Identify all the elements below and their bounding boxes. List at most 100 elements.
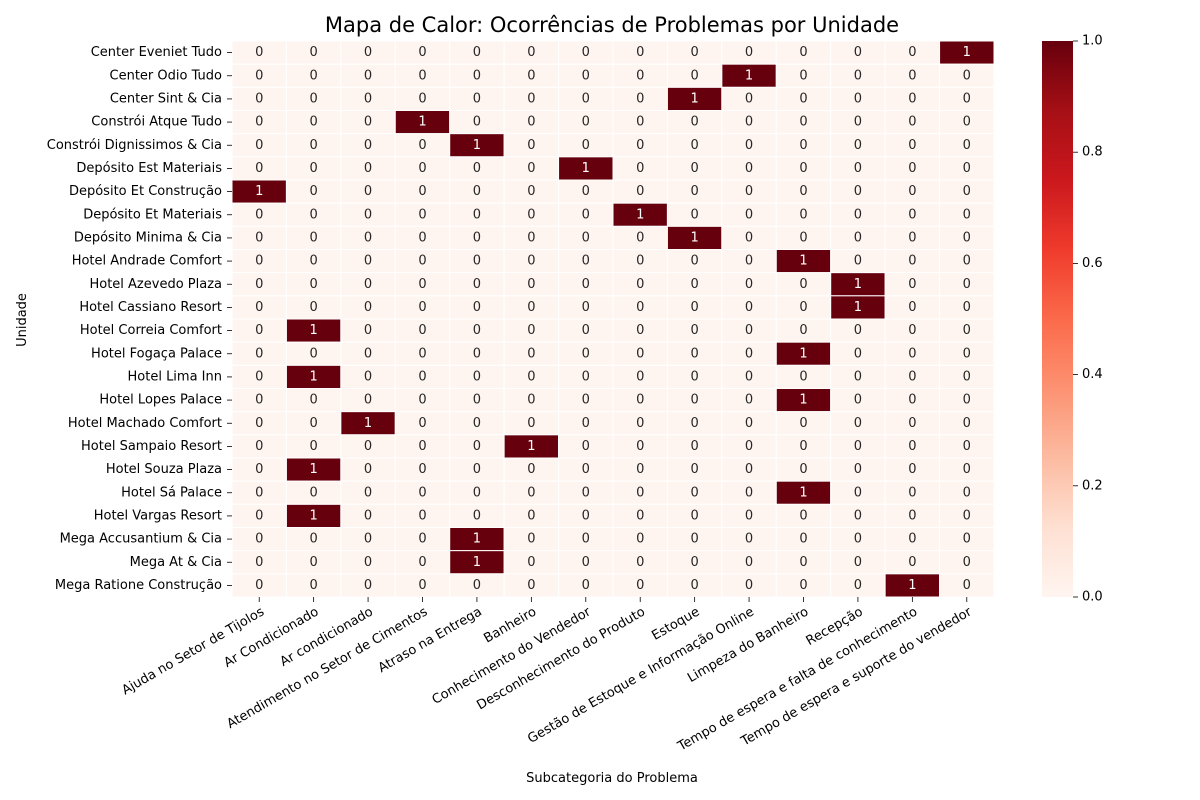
cell-value-label: 0	[527, 555, 535, 570]
cell-value-label: 0	[418, 578, 426, 593]
cell-value-label: 0	[908, 91, 916, 106]
cell-value-label: 0	[799, 207, 807, 222]
cell-value-label: 0	[527, 508, 535, 523]
cell-value-label: 0	[691, 508, 699, 523]
cell-value-label: 0	[310, 45, 318, 60]
colorbar-tick-label: 0.8	[1082, 145, 1103, 160]
cell-value-label: 0	[854, 91, 862, 106]
cell-value-label: 0	[418, 300, 426, 315]
cell-value-label: 0	[908, 462, 916, 477]
cell-value-label: 0	[854, 68, 862, 83]
cell-value-label: 0	[582, 578, 590, 593]
cell-value-label: 0	[908, 184, 916, 199]
cell-value-label: 0	[310, 91, 318, 106]
y-tick-label: Hotel Correia Comfort	[80, 323, 222, 338]
cell-value-label: 0	[908, 254, 916, 269]
chart-title: Mapa de Calor: Ocorrências de Problemas …	[325, 13, 899, 37]
cell-value-label: 0	[799, 161, 807, 176]
cell-value-label: 0	[963, 230, 971, 245]
cell-value-label: 0	[582, 68, 590, 83]
cell-value-label: 0	[473, 485, 481, 500]
cell-value-label: 0	[364, 91, 372, 106]
cell-value-label: 1	[854, 300, 862, 315]
cell-value-label: 0	[418, 91, 426, 106]
cell-value-label: 0	[908, 115, 916, 130]
cell-value-label: 0	[908, 346, 916, 361]
cell-value-label: 0	[854, 439, 862, 454]
cell-value-label: 0	[691, 45, 699, 60]
cell-value-label: 0	[582, 555, 590, 570]
cell-value-label: 0	[527, 45, 535, 60]
cell-value-label: 0	[854, 207, 862, 222]
cell-value-label: 0	[582, 462, 590, 477]
y-tick-label: Hotel Lima Inn	[128, 369, 223, 384]
cell-value-label: 0	[310, 68, 318, 83]
cell-value-label: 0	[582, 393, 590, 408]
cell-value-label: 0	[691, 68, 699, 83]
cell-value-label: 0	[310, 578, 318, 593]
cell-value-label: 0	[963, 393, 971, 408]
cell-value-label: 0	[527, 207, 535, 222]
cell-value-label: 0	[473, 115, 481, 130]
cell-value-label: 1	[691, 230, 699, 245]
cell-value-label: 0	[582, 115, 590, 130]
y-tick-label: Hotel Machado Comfort	[68, 416, 222, 431]
cell-value-label: 0	[691, 277, 699, 292]
cell-value-label: 0	[745, 254, 753, 269]
cell-value-label: 0	[963, 115, 971, 130]
cell-value-label: 0	[636, 462, 644, 477]
cell-value-label: 0	[908, 138, 916, 153]
cell-value-label: 1	[310, 369, 318, 384]
cell-value-label: 0	[963, 462, 971, 477]
cell-value-label: 0	[636, 230, 644, 245]
cell-value-label: 0	[745, 578, 753, 593]
cell-value-label: 0	[799, 462, 807, 477]
cell-value-label: 0	[963, 300, 971, 315]
cell-value-label: 0	[691, 485, 699, 500]
cell-value-label: 0	[799, 323, 807, 338]
cell-value-label: 1	[418, 115, 426, 130]
cell-value-label: 0	[527, 346, 535, 361]
cell-value-label: 0	[418, 254, 426, 269]
y-tick-label: Depósito Est Materiais	[76, 161, 222, 176]
cell-value-label: 0	[691, 462, 699, 477]
cell-value-label: 0	[310, 393, 318, 408]
cell-value-label: 0	[582, 230, 590, 245]
cell-value-label: 0	[582, 254, 590, 269]
cell-value-label: 0	[908, 277, 916, 292]
cell-value-label: 0	[473, 230, 481, 245]
cell-value-label: 0	[691, 532, 699, 547]
cell-value-label: 0	[745, 462, 753, 477]
cell-value-label: 0	[908, 439, 916, 454]
cell-value-label: 0	[310, 184, 318, 199]
cell-value-label: 0	[418, 68, 426, 83]
cell-value-label: 0	[310, 230, 318, 245]
cell-value-label: 0	[418, 485, 426, 500]
cell-value-label: 0	[310, 439, 318, 454]
cell-value-label: 0	[854, 532, 862, 547]
cell-value-label: 0	[745, 91, 753, 106]
cell-value-label: 0	[854, 161, 862, 176]
cell-value-label: 0	[745, 277, 753, 292]
cell-value-label: 0	[636, 346, 644, 361]
y-tick-label: Depósito Minima & Cia	[74, 230, 222, 245]
cell-value-label: 0	[364, 161, 372, 176]
y-tick-label: Hotel Andrade Comfort	[72, 254, 222, 269]
y-tick-label: Constrói Atque Tudo	[91, 115, 222, 130]
cell-value-label: 0	[799, 578, 807, 593]
cell-value-label: 0	[310, 416, 318, 431]
cell-value-label: 0	[255, 416, 263, 431]
cell-value-label: 0	[691, 161, 699, 176]
cell-value-label: 0	[691, 416, 699, 431]
cell-value-label: 0	[963, 439, 971, 454]
cell-value-label: 0	[364, 508, 372, 523]
cell-value-label: 0	[745, 323, 753, 338]
cell-value-label: 0	[582, 485, 590, 500]
colorbar-tick-label: 0.2	[1082, 478, 1103, 493]
cell-value-label: 0	[636, 555, 644, 570]
y-tick-label: Mega Ratione Construção	[55, 578, 222, 593]
cell-value-label: 0	[963, 416, 971, 431]
cell-value-label: 0	[255, 393, 263, 408]
cell-value-label: 0	[418, 416, 426, 431]
cell-value-label: 0	[745, 369, 753, 384]
